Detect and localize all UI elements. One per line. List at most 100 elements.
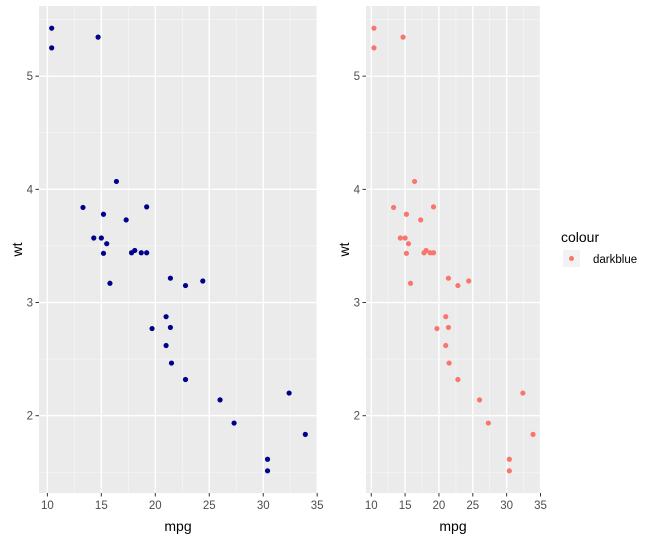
data-point	[434, 325, 440, 332]
y-axis: 2 3 4 5	[354, 71, 366, 423]
data-point	[506, 456, 512, 462]
data-point	[149, 325, 155, 332]
data-point	[217, 397, 223, 403]
data-points	[49, 25, 308, 474]
data-point	[98, 235, 104, 241]
data-point	[390, 204, 397, 211]
data-point	[397, 235, 403, 241]
data-point	[49, 45, 55, 51]
x-tick-label: 20	[149, 500, 162, 512]
y-axis: 2 3 4 5	[27, 71, 39, 423]
y-tick-label: 5	[27, 71, 33, 83]
data-point	[520, 390, 526, 396]
data-point	[403, 250, 410, 256]
panel-background	[366, 6, 541, 493]
data-point	[430, 204, 437, 210]
data-point	[144, 250, 150, 256]
data-point	[411, 178, 418, 185]
data-point	[445, 275, 452, 281]
data-point	[104, 241, 110, 247]
y-tick-label: 3	[27, 298, 33, 310]
x-axis-title: mpg	[439, 518, 466, 534]
x-tick-label: 10	[365, 500, 378, 512]
data-point	[443, 314, 449, 320]
data-point	[128, 250, 135, 256]
data-point	[49, 25, 55, 31]
data-point	[476, 397, 483, 403]
data-point	[407, 280, 414, 286]
data-point	[286, 390, 292, 396]
data-point	[371, 45, 377, 51]
data-point	[167, 324, 174, 331]
data-point	[182, 376, 189, 383]
data-point	[421, 250, 427, 256]
y-tick-label: 2	[354, 411, 360, 423]
x-tick-label: 25	[203, 500, 216, 512]
data-point	[95, 34, 101, 40]
data-point	[430, 250, 437, 256]
data-point	[100, 211, 107, 217]
data-point	[138, 250, 144, 256]
data-point	[100, 250, 107, 256]
data-point	[144, 204, 150, 210]
data-point	[455, 376, 461, 383]
x-tick-label: 20	[433, 500, 446, 512]
y-axis-title: wt	[336, 242, 352, 257]
data-point	[445, 324, 452, 331]
left-scatter-panel: 10 15 20 25 30 35 2 3 4 5 mpg wt	[9, 6, 324, 534]
data-point	[530, 431, 536, 437]
x-axis-title: mpg	[164, 518, 191, 534]
data-point	[123, 217, 129, 223]
x-tick-label: 35	[311, 500, 324, 512]
data-point	[302, 431, 308, 437]
x-tick-label: 30	[257, 500, 270, 512]
data-point	[167, 275, 174, 281]
data-point	[163, 342, 169, 349]
legend: colour darkblue	[561, 229, 637, 267]
x-tick-label: 15	[95, 500, 108, 512]
major-gridlines	[366, 6, 542, 493]
y-tick-label: 3	[354, 298, 360, 310]
major-gridlines	[39, 6, 318, 493]
data-point	[80, 204, 86, 211]
panel-background	[39, 6, 318, 493]
data-point	[418, 217, 424, 223]
data-point	[405, 241, 412, 247]
minor-gridlines	[39, 6, 318, 493]
data-point	[107, 280, 113, 286]
data-point	[264, 468, 271, 474]
legend-point-icon	[569, 256, 574, 261]
data-point	[485, 420, 491, 426]
x-axis: 10 15 20 25 30 35	[365, 493, 547, 512]
data-point	[231, 420, 237, 426]
minor-gridlines	[366, 6, 541, 493]
x-tick-label: 15	[399, 500, 412, 512]
data-point	[182, 282, 189, 289]
data-point	[403, 211, 410, 217]
y-tick-label: 4	[27, 184, 34, 196]
data-point	[400, 34, 406, 40]
legend-title: colour	[561, 229, 599, 245]
right-scatter-panel: 10 15 20 25 30 35 2 3 4 5 mpg wt	[336, 6, 547, 534]
data-point	[455, 282, 461, 289]
data-point	[446, 360, 452, 366]
x-tick-label: 30	[500, 500, 513, 512]
data-point	[466, 278, 472, 284]
data-points	[371, 25, 536, 474]
y-tick-label: 4	[354, 184, 361, 196]
data-point	[443, 342, 449, 349]
y-tick-label: 5	[354, 71, 360, 83]
data-point	[264, 456, 271, 462]
data-point	[506, 468, 512, 474]
data-point	[402, 235, 408, 241]
x-tick-label: 35	[534, 500, 547, 512]
data-point	[200, 278, 206, 284]
data-point	[113, 178, 120, 185]
data-point	[168, 360, 175, 366]
x-axis: 10 15 20 25 30 35	[41, 493, 324, 512]
legend-label: darkblue	[593, 254, 637, 266]
y-axis-title: wt	[9, 242, 25, 257]
y-tick-label: 2	[27, 411, 33, 423]
data-point	[163, 314, 169, 320]
